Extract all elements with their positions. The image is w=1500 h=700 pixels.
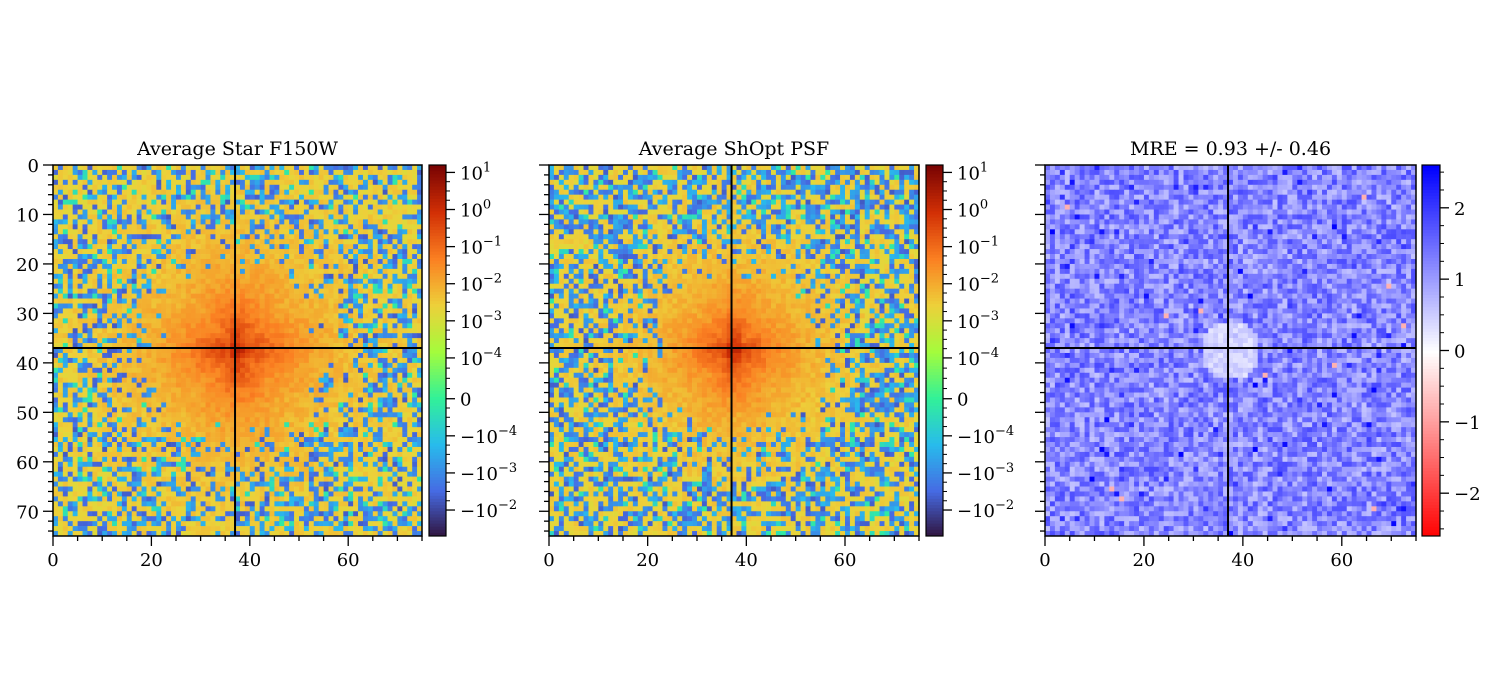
- colorbar-tick-label: 10−3: [460, 309, 502, 333]
- x-tick-label: 0: [543, 550, 554, 571]
- y-tick-label: 60: [16, 453, 39, 474]
- axes-frame: [1044, 164, 1417, 537]
- colorbar-tick-label: 10−3: [957, 309, 999, 333]
- colorbar-tick-label: −10−4: [460, 424, 517, 448]
- y-tick-label: 0: [28, 156, 39, 177]
- colorbar-tick-label: 100: [957, 198, 988, 222]
- heatmap-cells: [549, 165, 920, 537]
- colorbar-tick-label: 10−1: [460, 235, 502, 259]
- y-tick-label: 20: [16, 255, 39, 276]
- colorbar-tick-label: 0: [1454, 342, 1465, 363]
- heatmap-cells: [53, 165, 423, 537]
- colorbar-tick-label: 10−2: [460, 272, 502, 296]
- x-tick-label: 40: [238, 550, 261, 571]
- y-tick-label: 40: [16, 354, 39, 375]
- colorbar-tick-label: −10−2: [957, 498, 1014, 522]
- x-tick-label: 0: [1039, 550, 1050, 571]
- colorbar: [926, 165, 943, 537]
- colorbar: [1422, 165, 1440, 537]
- x-tick-label: 60: [337, 550, 360, 571]
- chart-title: Average ShOpt PSF: [638, 138, 829, 160]
- colorbar-tick-label: 10−1: [957, 235, 999, 259]
- colorbar-tick-label: −10−2: [460, 498, 517, 522]
- colorbar-frame: [925, 164, 944, 537]
- y-tick-label: 30: [16, 304, 39, 325]
- colorbar-tick-label: 0: [460, 390, 471, 411]
- heatmap-cells: [1045, 165, 1417, 537]
- x-tick-label: 20: [140, 550, 163, 571]
- colorbar-tick-label: 100: [460, 198, 491, 222]
- colorbar-tick-label: 10−2: [957, 272, 999, 296]
- colorbar-tick-label: −2: [1454, 484, 1481, 505]
- x-tick-label: 0: [47, 550, 58, 571]
- colorbar-tick-label: 101: [460, 160, 491, 184]
- colorbar-tick-label: 2: [1454, 199, 1465, 220]
- x-tick-label: 20: [636, 550, 659, 571]
- colorbar: [429, 165, 446, 537]
- y-tick-label: 70: [16, 502, 39, 523]
- colorbar-tick-label: 10−4: [957, 346, 999, 370]
- colorbar-tick-label: −10−3: [460, 461, 517, 485]
- axes-frame: [52, 164, 423, 537]
- colorbar-tick-label: −10−4: [957, 424, 1014, 448]
- colorbar-tick-label: 10−4: [460, 346, 502, 370]
- x-tick-label: 60: [834, 550, 857, 571]
- x-tick-label: 40: [1231, 550, 1254, 571]
- chart-title: MRE = 0.93 +/- 0.46: [1130, 138, 1331, 160]
- y-tick-label: 10: [16, 205, 39, 226]
- axes-frame: [548, 164, 920, 537]
- x-tick-label: 60: [1330, 550, 1353, 571]
- colorbar-frame: [428, 164, 447, 537]
- x-tick-label: 20: [1132, 550, 1155, 571]
- chart-title: Average Star F150W: [136, 138, 338, 160]
- x-tick-label: 40: [735, 550, 758, 571]
- colorbar-tick-label: −1: [1454, 413, 1481, 434]
- colorbar-tick-label: 101: [957, 160, 988, 184]
- y-tick-label: 50: [16, 403, 39, 424]
- colorbar-tick-label: −10−3: [957, 461, 1014, 485]
- colorbar-tick-label: 1: [1454, 270, 1465, 291]
- colorbar-tick-label: 0: [957, 390, 968, 411]
